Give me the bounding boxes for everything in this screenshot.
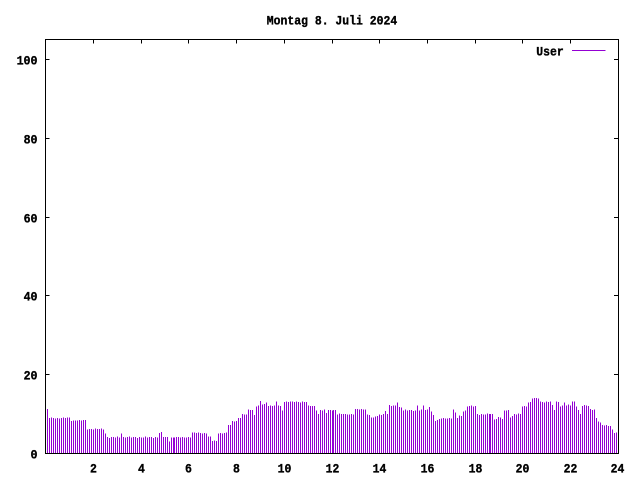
svg-text:24: 24 — [611, 461, 625, 476]
svg-text:10: 10 — [278, 461, 292, 476]
svg-text:12: 12 — [326, 461, 340, 476]
svg-text:80: 80 — [24, 133, 38, 148]
svg-text:18: 18 — [469, 461, 483, 476]
svg-text:20: 20 — [24, 369, 38, 384]
svg-text:2: 2 — [90, 461, 97, 476]
svg-text:4: 4 — [138, 461, 145, 476]
svg-text:User: User — [536, 44, 564, 59]
svg-text:0: 0 — [31, 448, 38, 463]
svg-text:22: 22 — [564, 461, 578, 476]
svg-text:100: 100 — [17, 54, 38, 69]
svg-text:14: 14 — [373, 461, 387, 476]
svg-text:6: 6 — [185, 461, 192, 476]
svg-text:Montag 8. Juli 2024: Montag 8. Juli 2024 — [267, 13, 398, 28]
svg-text:8: 8 — [233, 461, 240, 476]
svg-text:16: 16 — [421, 461, 435, 476]
svg-text:60: 60 — [24, 212, 38, 227]
svg-text:40: 40 — [24, 290, 38, 305]
svg-text:20: 20 — [516, 461, 530, 476]
